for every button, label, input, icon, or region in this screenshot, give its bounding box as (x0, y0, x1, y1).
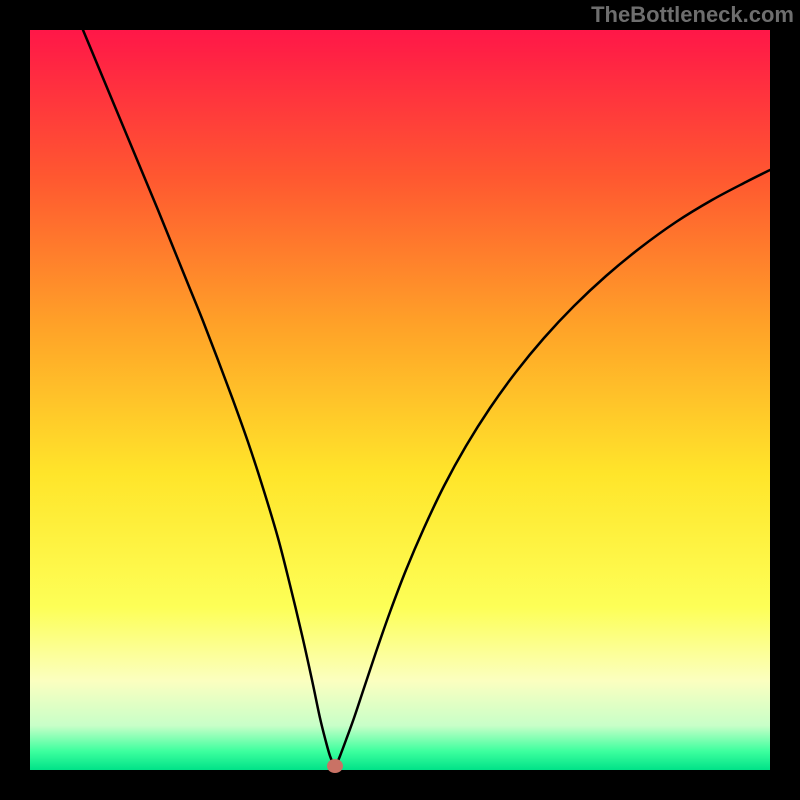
frame-left (0, 0, 30, 800)
bottleneck-curve (30, 30, 770, 770)
chart-container: TheBottleneck.com (0, 0, 800, 800)
optimum-marker (327, 759, 343, 773)
watermark-text: TheBottleneck.com (591, 2, 794, 28)
frame-bottom (0, 770, 800, 800)
frame-right (770, 0, 800, 800)
